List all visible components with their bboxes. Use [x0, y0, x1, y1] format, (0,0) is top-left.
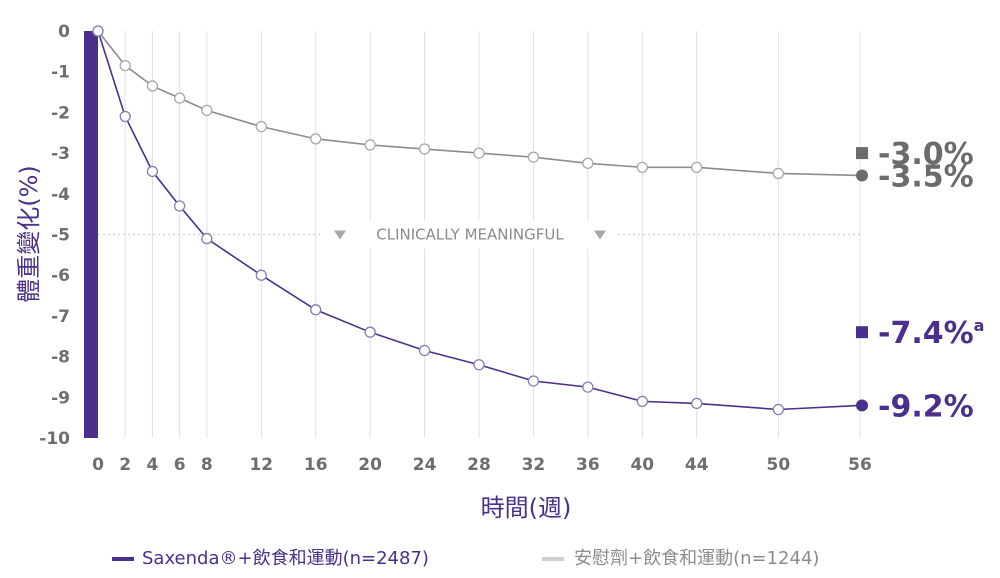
end-label-layer: -3.0%-3.5% -7.4%a -9.2% [856, 137, 984, 424]
data-point [772, 167, 785, 180]
data-point [173, 92, 186, 104]
x-tick-label: 56 [848, 455, 872, 475]
data-point [173, 200, 186, 212]
x-tick-label: 0 [92, 455, 104, 475]
end-circle-marker [856, 169, 868, 182]
y-tick-label: -4 [51, 185, 70, 205]
data-point [691, 161, 703, 173]
y-tick-label: -9 [51, 388, 70, 408]
x-tick-label: 2 [119, 455, 131, 475]
data-point [146, 80, 159, 92]
data-point [473, 359, 485, 371]
data-point [364, 326, 376, 338]
data-point [119, 59, 131, 72]
data-point [364, 139, 376, 151]
end-circle-marker [856, 399, 868, 412]
x-axis-title: 時間(週) [481, 494, 572, 522]
data-point [201, 104, 213, 117]
data-point [582, 157, 594, 169]
y-tick-label: -7 [51, 307, 70, 327]
y-axis-title: 體重變化(%) [15, 165, 43, 303]
reference-line-layer: CLINICALLY MEANINGFUL [98, 220, 860, 249]
data-point [582, 381, 594, 393]
y-tick-label: -1 [51, 63, 70, 83]
legend: Saxenda®+飲食和運動(n=2487) 安慰劑+飲食和運動(n=1244) [112, 548, 819, 569]
series-line [97, 30, 861, 177]
x-tick-label: 16 [304, 455, 328, 475]
series-line [97, 30, 861, 411]
data-point [527, 151, 540, 163]
footnote-superscript: a [974, 316, 985, 335]
reference-label-bg [326, 220, 614, 249]
x-tick-label: 50 [767, 455, 791, 475]
triangle-down-icon [334, 230, 346, 240]
data-point [310, 133, 322, 145]
legend-label: 安慰劑+飲食和運動(n=1244) [574, 548, 819, 569]
y-tick-label: -5 [51, 226, 70, 246]
data-point [636, 161, 648, 173]
x-tick-label: 36 [576, 455, 600, 475]
x-tick-label: 20 [358, 455, 382, 475]
data-point [119, 110, 131, 123]
data-point [473, 147, 485, 159]
data-point [418, 143, 431, 155]
x-tick-label: 6 [174, 455, 186, 475]
x-tick-label: 44 [685, 455, 709, 475]
data-point [636, 395, 648, 408]
reference-line-label: CLINICALLY MEANINGFUL [376, 226, 564, 244]
end-square-marker [856, 326, 868, 339]
x-tick-label: 40 [630, 455, 654, 475]
legend-label: Saxenda®+飲食和運動(n=2487) [142, 548, 429, 569]
x-tick-label: 28 [467, 455, 491, 475]
data-point [691, 397, 703, 410]
end-value-label: -7.4%a [878, 316, 984, 351]
data-point [418, 344, 431, 357]
end-value-label: -3.5% [878, 159, 974, 194]
data-point [310, 304, 322, 316]
end-value-label: -9.2% [878, 389, 974, 424]
y-tick-label: 0 [58, 22, 70, 42]
triangle-down-icon [594, 230, 606, 240]
x-tick-label: 8 [201, 455, 213, 475]
y-tick-label: -8 [51, 348, 70, 368]
end-square-marker [856, 147, 868, 160]
data-point [772, 403, 785, 416]
data-point [201, 232, 213, 245]
y-tick-label: -2 [51, 103, 70, 123]
x-tick-label: 4 [147, 455, 159, 475]
series-layer [92, 25, 861, 416]
data-point [527, 375, 540, 387]
x-tick-label: 24 [413, 455, 437, 475]
data-point [92, 25, 104, 37]
y-tick-label: -3 [51, 144, 70, 164]
x-tick-label: 32 [522, 455, 546, 475]
y-tick-label: -6 [51, 266, 70, 286]
y-axis-bar [84, 31, 98, 438]
end-value-label: -3.0% [878, 137, 974, 172]
x-tick-label: 12 [249, 455, 273, 475]
data-point [255, 120, 267, 133]
axis-layer: 0-1-2-3-4-5-6-7-8-9-100 2 4 6 8 12 16 20 24 28 32 3… [39, 22, 872, 475]
data-point [255, 269, 267, 281]
data-point [146, 165, 159, 178]
y-tick-label: -10 [39, 429, 70, 449]
